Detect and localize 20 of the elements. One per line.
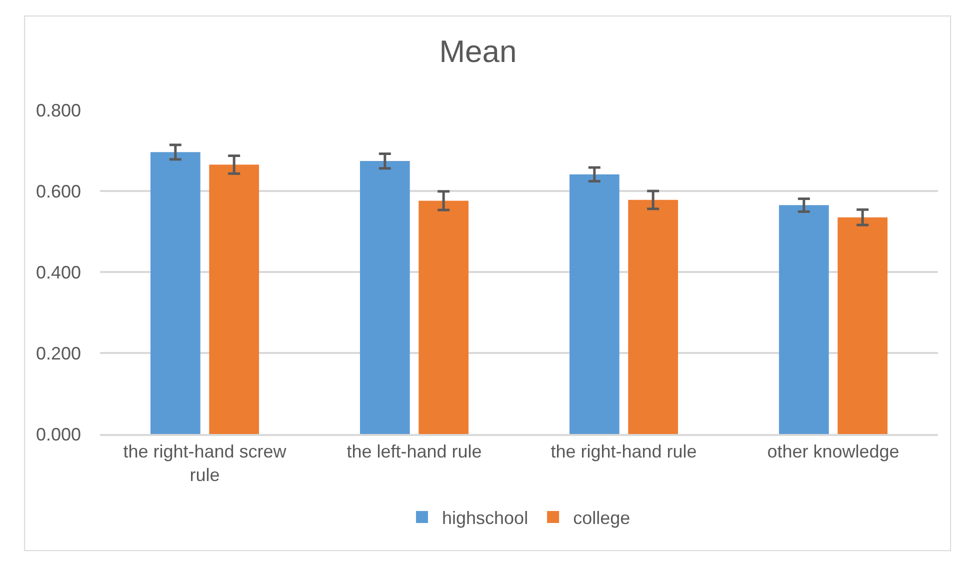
bar [209, 164, 260, 434]
legend-label: college [573, 508, 630, 528]
bar [150, 152, 200, 434]
bar [418, 200, 469, 434]
bar [569, 174, 620, 434]
bar [838, 217, 888, 434]
x-tick-label: other knowledge [767, 442, 900, 462]
x-tick-label: the left-hand rule [346, 442, 482, 462]
legend-label: highschool [442, 508, 528, 528]
bar [778, 205, 829, 434]
y-tick-label: 0.400 [36, 262, 81, 282]
bar [360, 161, 410, 434]
x-tick-label: the right-hand rule [550, 442, 697, 462]
x-tick-label: the right-hand screw rule [123, 442, 288, 485]
y-tick-label: 0.200 [36, 343, 81, 364]
y-tick-label: 0.000 [36, 424, 81, 444]
y-tick-label: 0.800 [36, 100, 81, 120]
y-tick-label: 0.600 [36, 181, 81, 202]
chart-title: Mean [439, 34, 517, 70]
bar [628, 200, 678, 434]
